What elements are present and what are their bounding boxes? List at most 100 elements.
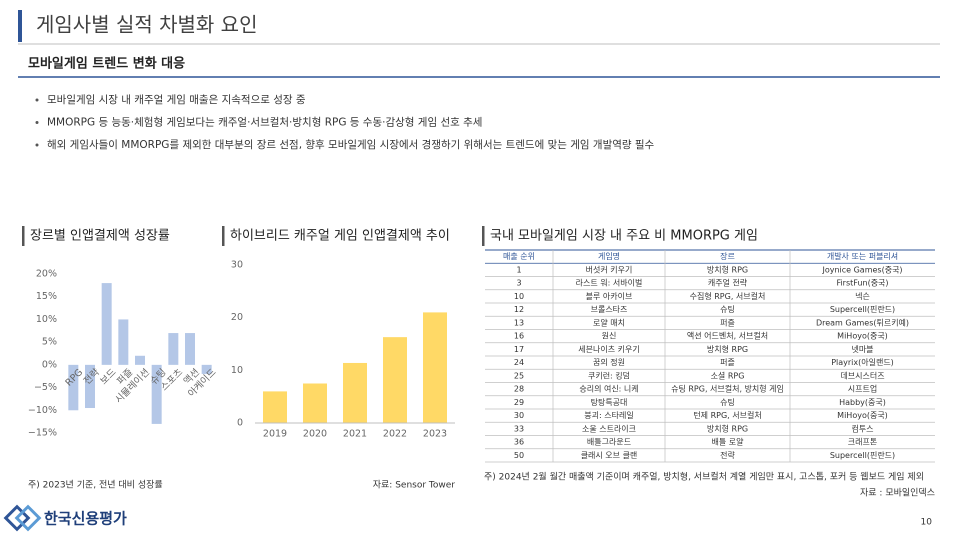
table-cell: 시프트업 — [848, 385, 877, 394]
table-cell: 24 — [514, 358, 524, 367]
table-cell: Supercell(핀란드) — [830, 450, 895, 460]
bullet-dot — [35, 121, 39, 124]
bar — [303, 383, 327, 423]
table-cell: Supercell(핀란드) — [830, 304, 895, 314]
table-cell: 세븐나이츠 키우기 — [578, 344, 639, 354]
table-cell: 블루 아카이브 — [586, 291, 633, 301]
bullet-dot — [35, 98, 39, 102]
title-bar — [18, 10, 22, 42]
x-tick-label: 보드 — [98, 367, 118, 387]
table-cell: 턴제 RPG, 서브컬처 — [693, 410, 761, 420]
page-number: 10 — [921, 518, 933, 528]
bar — [85, 364, 95, 409]
table-cell: MiHoyo(중국) — [837, 411, 888, 420]
table-cell: FirstFun(중국) — [836, 279, 888, 288]
bar — [383, 337, 407, 423]
table-cell: 3 — [516, 279, 521, 288]
table-cell: 16 — [514, 332, 524, 341]
table-cell: 배틀 로얄 — [712, 437, 745, 447]
y-tick-label: 30 — [231, 260, 243, 271]
chart-title: 하이브리드 캐주얼 게임 인앱결제액 추이 — [230, 229, 450, 244]
table-cell: 넷마블 — [851, 344, 873, 354]
table-cell: 17 — [514, 345, 524, 354]
table-cell: 33 — [514, 424, 524, 433]
table-cell: 방치형 RPG — [707, 344, 748, 354]
y-tick-label: 0% — [42, 359, 57, 370]
bullet-text: MMORPG 등 능동·체험형 게임보다는 캐주얼·서브컬처·방치형 RPG 등… — [47, 116, 482, 129]
y-tick-label: −15% — [28, 428, 57, 439]
table-title: 국내 모바일게임 시장 내 주요 비 MMORPG 게임 — [490, 229, 758, 244]
logo-icon — [3, 504, 42, 532]
table-cell: 크래프톤 — [848, 438, 877, 447]
x-tick-label: 2023 — [423, 429, 447, 440]
table-cell: 쿠키런: 킹덤 — [588, 370, 630, 380]
table-cell: 슈팅 RPG, 서브컬처, 방치형 게임 — [671, 384, 784, 394]
table-cell: 전략 — [720, 450, 735, 460]
table-cell: 1 — [516, 265, 521, 274]
table-cell: 승리의 여신: 니케 — [579, 384, 638, 394]
table-cell: 데브시스터즈 — [840, 371, 884, 380]
bar — [263, 391, 287, 423]
y-tick-label: −10% — [28, 405, 57, 416]
slide-title: 게임사별 실적 차별화 요인 — [36, 13, 257, 37]
table-cell: 로얄 매치 — [593, 317, 625, 327]
table-cell: 50 — [514, 451, 524, 460]
table-header-cell: 장르 — [720, 251, 735, 261]
x-tick-label: 2021 — [343, 429, 367, 440]
table-cell: MiHoyo(중국) — [837, 332, 888, 341]
table-cell: 버섯커 키우기 — [586, 264, 633, 274]
bar — [135, 355, 145, 365]
bar — [151, 364, 162, 424]
bullet-text: 모바일게임 시장 내 캐주얼 게임 매출은 지속적으로 성장 중 — [47, 93, 306, 106]
section-bar — [222, 226, 225, 246]
table-source: 자료 : 모바일인덱스 — [860, 488, 935, 499]
table-cell: 25 — [514, 371, 524, 380]
table-cell: 캐주얼 전략 — [708, 278, 748, 288]
table-header-cell: 게임명 — [598, 251, 620, 261]
table-header-cell: 개발사 또는 퍼블리셔 — [827, 251, 898, 261]
x-tick-label: 2022 — [383, 429, 407, 440]
table-cell: 클래시 오브 클랜 — [581, 450, 638, 460]
y-tick-label: 10% — [36, 314, 57, 325]
chart-note: 주) 2023년 기준, 전년 대비 성장률 — [28, 480, 163, 491]
table-cell: 13 — [514, 318, 524, 327]
logo-text: 한국신용평가 — [44, 510, 127, 528]
table-cell: 소셜 RPG — [711, 371, 745, 380]
table-cell: 소울 스트라이크 — [582, 423, 636, 433]
bar — [168, 333, 179, 365]
table-cell: 28 — [514, 385, 524, 394]
table-cell: 수집형 RPG, 서브컬처 — [690, 291, 766, 301]
bar — [68, 364, 79, 411]
table-cell: 퍼즐 — [720, 358, 735, 367]
bullet-text: 해외 게임사들이 MMORPG를 제외한 대부분의 장르 선점, 향후 모바일게… — [47, 138, 655, 151]
table-cell: 컴투스 — [851, 424, 873, 433]
table-cell: 방치형 RPG — [707, 423, 748, 433]
section-bar — [482, 226, 485, 246]
table-cell: Dream Games(튀르키예) — [816, 317, 909, 327]
table-cell: 붕괴: 스타레일 — [584, 411, 633, 420]
table-cell: 36 — [514, 438, 524, 447]
bar — [101, 283, 112, 365]
bar — [343, 362, 367, 423]
table-cell: 넥슨 — [855, 291, 870, 301]
bar — [423, 312, 447, 423]
table-cell: Joynice Games(중국) — [821, 265, 902, 274]
table-note: 주) 2024년 2월 월간 매출액 기준이며 캐주얼, 방치형, 서브컬처 계… — [484, 471, 924, 483]
table-cell: 라스트 워: 서바이벌 — [576, 278, 643, 288]
table-cell: 10 — [514, 292, 524, 301]
table-header-cell: 매출 순위 — [503, 251, 535, 261]
subtitle: 모바일게임 트렌드 변화 대응 — [28, 56, 185, 72]
y-tick-label: 15% — [36, 291, 57, 302]
bar — [201, 364, 212, 374]
y-tick-label: 20% — [36, 269, 57, 280]
chart-title: 장르별 인앱결제액 성장률 — [30, 229, 170, 244]
bar — [185, 333, 195, 365]
x-tick-label: 전략 — [81, 366, 102, 387]
y-tick-label: 20 — [231, 312, 243, 323]
table-cell: 원신 — [602, 332, 617, 341]
x-tick-label: 2019 — [263, 429, 287, 440]
table-cell: 브롤스타즈 — [591, 305, 628, 314]
y-tick-label: 0 — [237, 418, 243, 429]
table-cell: 방치형 RPG — [707, 264, 748, 274]
